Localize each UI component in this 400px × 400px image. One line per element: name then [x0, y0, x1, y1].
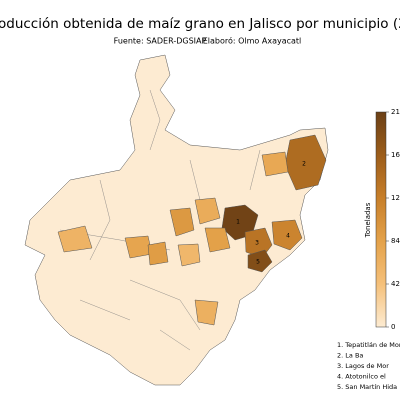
municipality [271, 219, 303, 251]
municipality-rank: 3 [255, 240, 259, 247]
municipality-rank: 1 [236, 219, 240, 226]
municipality [194, 197, 221, 225]
municipality [147, 241, 169, 266]
colorbar-tick-label: 42000 [391, 280, 400, 288]
subtitle: Fuente: SADER-DGSIAP [114, 37, 207, 46]
map-title: oducción obtenida de maíz grano en Jalis… [0, 16, 400, 32]
municipality [261, 151, 289, 177]
colorbar-tick-label: 84000 [391, 237, 400, 245]
colorbar-tick-label: 168000 [391, 151, 400, 159]
municipality [194, 299, 219, 326]
ranking-entry: 4. Atotonilco el [337, 373, 386, 381]
municipality-rank: 2 [302, 161, 306, 168]
municipality-rank: 5 [256, 259, 260, 266]
municipality [177, 243, 201, 267]
colorbar-label: Toneladas [364, 202, 372, 238]
author: Elaboró: Olmo Axayacatl [203, 36, 302, 46]
ranking-entry: 2. La Ba [337, 352, 363, 360]
colorbar-tick-label: 126000 [391, 194, 400, 202]
ranking-entry: 1. Tepatitlán de Mor [337, 341, 400, 349]
colorbar-tick-label: 210000 [391, 108, 400, 116]
municipality [204, 227, 231, 253]
municipality [247, 249, 273, 273]
ranking-entry: 3. Lagos de Mor [337, 362, 389, 370]
municipality [169, 207, 195, 237]
municipality [57, 225, 93, 253]
colorbar-tick-label: 0 [391, 323, 395, 331]
colorbar [375, 111, 387, 328]
municipality-rank: 4 [286, 233, 290, 240]
ranking-entry: 5. San Martín Hida [337, 383, 397, 391]
municipal-borders [59, 89, 261, 351]
